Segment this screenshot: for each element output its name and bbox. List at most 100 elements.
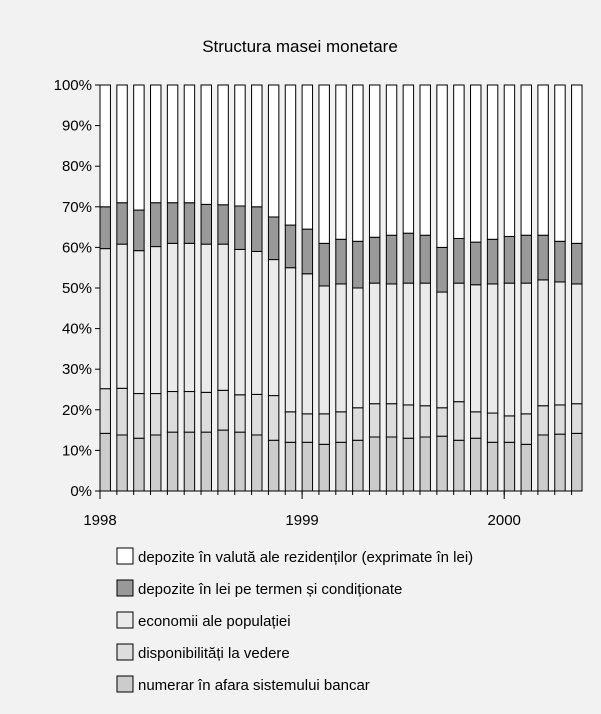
legend-group: depozite în valută ale rezidenților (exp… <box>116 547 473 694</box>
bar-segment-s0-b10 <box>267 439 280 492</box>
bar-segment-s4-b7 <box>217 84 229 206</box>
bar-segment-s0-b16 <box>368 436 381 492</box>
bar-segment-s0-b23 <box>486 441 499 492</box>
bar-segment-s4-b19 <box>419 84 431 236</box>
bar-segment-s1-b19 <box>419 405 431 438</box>
legend-swatch <box>116 547 134 565</box>
bar-segment-s1-b4 <box>166 391 179 433</box>
bar-segment-s0-b25 <box>520 443 532 492</box>
bar-segment-s1-b25 <box>520 413 532 445</box>
y-tick-label: 90% <box>62 118 92 135</box>
bar-segment-s0-b24 <box>503 441 516 492</box>
bar-segment-s2-b9 <box>251 250 263 395</box>
bar-segment-s3-b7 <box>217 204 229 245</box>
bar-segment-s4-b9 <box>251 84 263 208</box>
bar-segment-s4-b24 <box>503 84 516 237</box>
bar-segment-s0-b5 <box>183 431 196 492</box>
bar-segment-s1-b21 <box>453 401 465 441</box>
bar-segment-s1-b5 <box>183 391 196 433</box>
legend-label: numerar în afara sistemului bancar <box>138 677 370 694</box>
bar-segment-s2-b21 <box>453 282 465 403</box>
bar-segment-s0-b14 <box>335 441 347 492</box>
y-tick-label: 60% <box>62 239 92 256</box>
y-tick-label: 70% <box>62 199 92 216</box>
bar-segment-s1-b24 <box>503 415 516 443</box>
bar-segment-s4-b1 <box>116 84 128 204</box>
bar-segment-s0-b9 <box>251 434 263 492</box>
bar-segment-s4-b3 <box>150 84 162 204</box>
bar-segment-s0-b22 <box>470 437 482 492</box>
legend-label: depozite în lei pe termen și condiționat… <box>138 581 402 598</box>
bar-segment-s0-b19 <box>419 436 431 492</box>
bar-segment-s2-b10 <box>267 259 280 397</box>
bar-segment-s3-b8 <box>234 205 246 250</box>
bar-segment-s3-b23 <box>486 238 499 285</box>
bar-segment-s4-b8 <box>234 84 246 207</box>
bar-segment-s0-b21 <box>453 439 465 492</box>
bar-segment-s1-b22 <box>470 411 482 439</box>
bar-segment-s2-b3 <box>150 246 162 395</box>
bar-segment-s4-b5 <box>183 84 196 204</box>
bar-segment-s4-b4 <box>166 84 179 204</box>
bar-segment-s0-b17 <box>385 436 398 492</box>
bar-segment-s3-b26 <box>537 234 549 281</box>
bar-segment-s0-b27 <box>554 433 566 492</box>
bar-segment-s3-b1 <box>116 202 128 245</box>
bar-segment-s2-b23 <box>486 283 499 414</box>
bar-segment-s3-b28 <box>571 242 583 285</box>
bar-segment-s1-b0 <box>99 388 111 434</box>
bar-segment-s3-b12 <box>301 228 314 275</box>
bar-segment-s0-b12 <box>301 441 314 492</box>
bar-segment-s1-b17 <box>385 403 398 438</box>
bar-segment-s4-b17 <box>385 84 398 236</box>
bar-segment-s4-b15 <box>352 84 364 242</box>
bar-segment-s2-b0 <box>99 248 111 390</box>
bar-segment-s3-b5 <box>183 202 196 244</box>
bar-segment-s3-b25 <box>520 234 532 284</box>
bar-segment-s3-b9 <box>251 206 263 252</box>
bar-segment-s3-b19 <box>419 234 431 284</box>
bar-segment-s4-b12 <box>301 84 314 230</box>
bar-segment-s0-b8 <box>234 431 246 492</box>
y-tick-label: 40% <box>62 321 92 338</box>
bar-segment-s3-b20 <box>436 246 448 293</box>
bar-segment-s0-b20 <box>436 435 448 492</box>
bar-segment-s3-b16 <box>368 236 381 284</box>
legend-swatch <box>116 643 134 661</box>
bar-segment-s2-b5 <box>183 242 196 393</box>
legend-label: economii ale populației <box>138 613 291 630</box>
bars-group <box>99 84 583 492</box>
bar-segment-s3-b22 <box>470 241 482 286</box>
legend-label: disponibilități la vedere <box>138 645 290 662</box>
bar-segment-s1-b11 <box>284 411 297 443</box>
bar-segment-s2-b18 <box>402 282 415 406</box>
bar-segment-s3-b6 <box>200 203 212 245</box>
bar-segment-s4-b28 <box>571 84 583 244</box>
bar-segment-s1-b26 <box>537 405 549 436</box>
bar-segment-s1-b20 <box>436 407 448 437</box>
bar-segment-s4-b6 <box>200 84 212 205</box>
bar-segment-s0-b4 <box>166 431 179 492</box>
bar-segment-s4-b18 <box>402 84 415 234</box>
legend-label: depozite în valută ale rezidenților (exp… <box>138 549 473 566</box>
bar-segment-s0-b26 <box>537 434 549 492</box>
bar-segment-s1-b13 <box>318 413 330 445</box>
bar-segment-s1-b23 <box>486 412 499 443</box>
bar-segment-s2-b26 <box>537 279 549 407</box>
bar-segment-s0-b7 <box>217 429 229 492</box>
bar-segment-s4-b0 <box>99 84 111 208</box>
bar-segment-s3-b3 <box>150 202 162 248</box>
bar-segment-s1-b1 <box>116 387 128 436</box>
y-tick-label: 50% <box>62 280 92 297</box>
bar-segment-s3-b14 <box>335 238 347 285</box>
bar-segment-s4-b13 <box>318 84 330 244</box>
bar-segment-s3-b11 <box>284 224 297 269</box>
x-tick-label: 2000 <box>488 512 521 529</box>
bar-segment-s4-b10 <box>267 84 280 218</box>
bar-segment-s4-b21 <box>453 84 465 239</box>
bar-segment-s3-b2 <box>133 209 145 252</box>
bar-segment-s2-b4 <box>166 242 179 393</box>
bar-segment-s2-b7 <box>217 243 229 391</box>
bar-segment-s0-b3 <box>150 434 162 492</box>
